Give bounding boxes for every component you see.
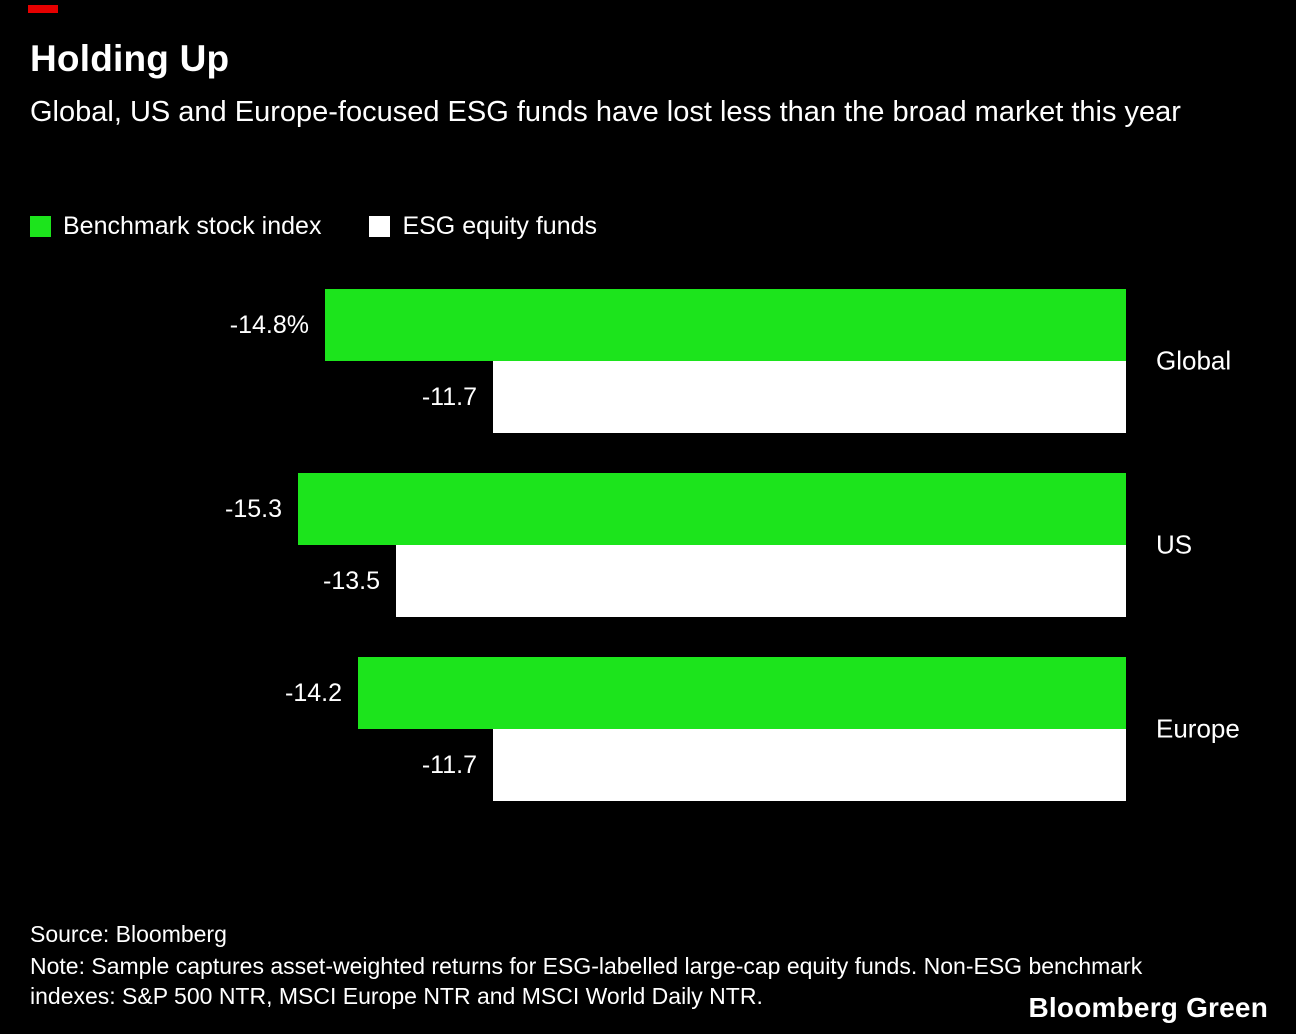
bar-row: -15.3	[0, 473, 1126, 545]
bar-group-global: -14.8% -11.7 Global	[0, 289, 1296, 433]
category-label-global: Global	[1156, 345, 1232, 376]
legend-label-benchmark: Benchmark stock index	[63, 212, 322, 240]
bar-benchmark-europe	[358, 657, 1126, 729]
chart-subtitle: Global, US and Europe-focused ESG funds …	[30, 96, 1181, 128]
bar-row: -11.7	[0, 361, 1126, 433]
bar-row: -11.7	[0, 729, 1126, 801]
source-text: Source: Bloomberg	[30, 921, 227, 947]
bar-esg-global	[493, 361, 1126, 433]
bloomberg-green-logo: Bloomberg Green	[1018, 992, 1268, 1024]
legend-item-esg: ESG equity funds	[369, 212, 597, 241]
legend-label-esg: ESG equity funds	[402, 212, 598, 240]
benchmark-swatch-icon	[30, 216, 51, 237]
category-label-europe: Europe	[1156, 713, 1240, 744]
bar-group-us: -15.3 -13.5 US	[0, 473, 1296, 617]
bar-row: -14.8%	[0, 289, 1126, 361]
category-label-us: US	[1156, 529, 1193, 560]
bar-row: -14.2	[0, 657, 1126, 729]
bar-chart: -14.8% -11.7 Global -15.3 -13.5 US -14.2 -11.7 E…	[0, 289, 1296, 841]
esg-swatch-icon	[369, 216, 391, 237]
bar-rows: -14.8% -11.7	[0, 289, 1126, 433]
legend-item-benchmark: Benchmark stock index	[30, 212, 321, 241]
bar-value-label: -11.7	[421, 382, 477, 411]
bar-rows: -14.2 -11.7	[0, 657, 1126, 801]
bar-value-label: -15.3	[225, 494, 282, 523]
bar-esg-us	[396, 545, 1126, 617]
bar-value-label: -14.8%	[229, 310, 309, 339]
bar-value-label: -13.5	[323, 566, 380, 595]
note-text: Note: Sample captures asset-weighted ret…	[30, 952, 1143, 1009]
chart-title: Holding Up	[30, 38, 230, 79]
bar-esg-europe	[493, 729, 1126, 801]
bar-value-label: -14.2	[285, 678, 342, 707]
bar-row: -13.5	[0, 545, 1126, 617]
legend: Benchmark stock index ESG equity funds	[30, 212, 597, 241]
bar-group-europe: -14.2 -11.7 Europe	[0, 657, 1296, 801]
red-accent-mark	[28, 5, 58, 13]
bar-benchmark-us	[298, 473, 1126, 545]
footer: Source: Bloomberg Note: Sample captures …	[30, 920, 1266, 1012]
bar-rows: -15.3 -13.5	[0, 473, 1126, 617]
bar-value-label: -11.7	[421, 750, 477, 779]
bar-benchmark-global	[325, 289, 1126, 361]
